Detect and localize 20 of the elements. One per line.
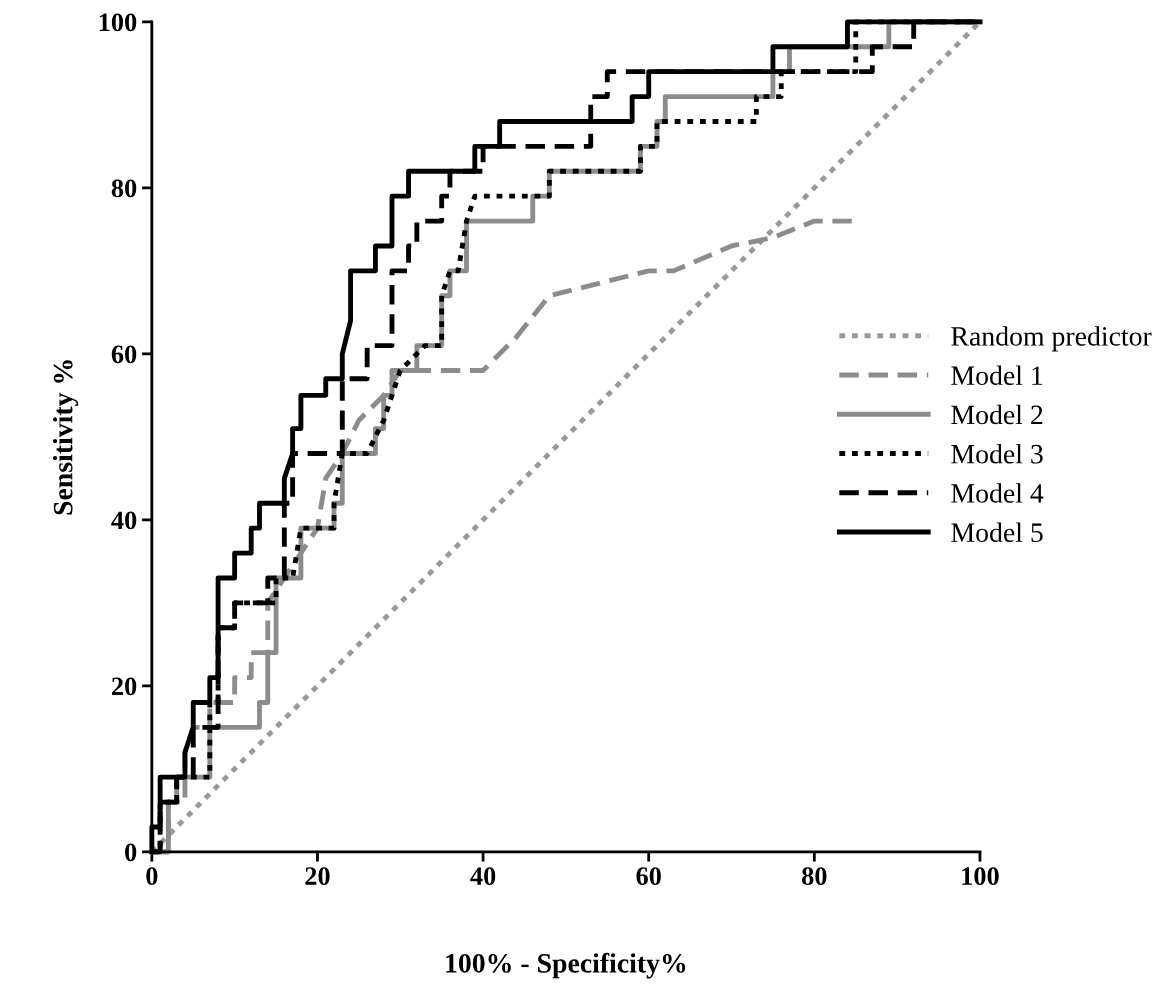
y-tick-label: 20 [111, 677, 137, 696]
legend-label: Model 2 [951, 404, 1043, 425]
legend-label: Model 3 [951, 443, 1043, 464]
legend-label: Model 5 [951, 522, 1043, 543]
x-tick-label: 20 [305, 867, 330, 886]
legend-label: Random predictor [951, 326, 1152, 352]
x-axis-title: 100% - Specificity% [446, 952, 686, 979]
x-tick-label: 0 [146, 867, 158, 886]
y-tick-label: 0 [125, 843, 137, 862]
y-tick-label: 40 [111, 511, 137, 530]
y-tick-label: 80 [111, 179, 137, 198]
y-tick-label: 100 [99, 13, 137, 32]
x-tick-label: 100 [962, 867, 999, 886]
x-tick-label: 80 [802, 867, 827, 886]
legend-label: Model 1 [951, 365, 1043, 386]
x-tick-label: 40 [470, 867, 496, 886]
legend-label: Model 4 [951, 483, 1044, 503]
x-tick-label: 60 [636, 867, 661, 886]
y-tick-label: 60 [111, 345, 137, 364]
y-axis-title: Sensitivity % [52, 360, 79, 515]
